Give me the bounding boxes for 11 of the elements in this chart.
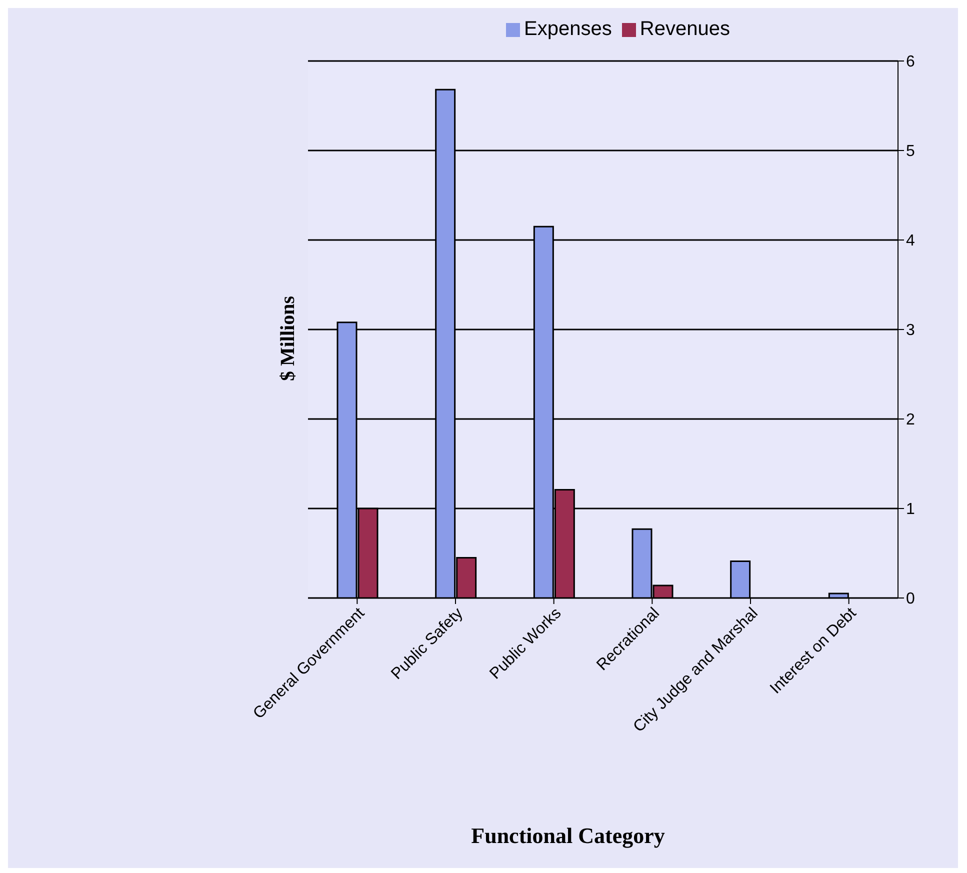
y-tick-label: 2 xyxy=(906,412,915,429)
y-tick-label: 3 xyxy=(906,322,915,340)
y-tick-label: 5 xyxy=(906,143,915,160)
y-tick-label: 4 xyxy=(906,232,915,250)
x-axis-title: Functional Category xyxy=(470,823,666,849)
y-axis-title: $ Millions xyxy=(276,295,300,381)
y-tick-label: 1 xyxy=(906,501,915,518)
y-tick-label: 0 xyxy=(906,590,915,608)
legend-label: Revenues xyxy=(640,18,730,40)
y-tick-label: 6 xyxy=(906,54,915,71)
legend-label: Expenses xyxy=(524,18,612,40)
